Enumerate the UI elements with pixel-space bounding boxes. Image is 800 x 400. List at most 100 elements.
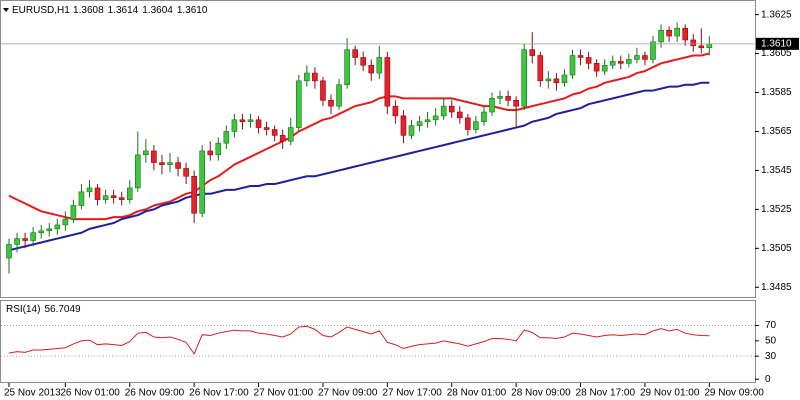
last-price-label: 1.3610: [761, 38, 792, 49]
candle-body: [207, 150, 214, 156]
candle-body: [642, 55, 648, 60]
x-tick-label: 27 Nov 09:00: [318, 388, 378, 399]
candle-body: [465, 117, 471, 130]
y-tick-label: 1.3565: [761, 126, 792, 137]
candle-body: [239, 119, 246, 123]
x-tick-label: 25 Nov 2013: [4, 388, 61, 399]
moving-average: [8, 52, 710, 221]
candle-body: [110, 195, 117, 198]
candle-body: [666, 29, 672, 37]
candle-body: [553, 78, 560, 84]
candle-body: [46, 228, 53, 232]
x-tick-label: 28 Nov 17:00: [576, 388, 636, 399]
candle-body: [521, 49, 528, 107]
candle-body: [384, 57, 391, 107]
moving-average: [8, 81, 710, 252]
y-tick-label: 1.3605: [761, 48, 792, 59]
header-close: 1.3610: [177, 5, 208, 16]
header-open: 1.3608: [73, 5, 104, 16]
header-low: 1.3604: [142, 5, 173, 16]
rsi-header: RSI(14) 56.7049: [6, 304, 81, 315]
candle-body: [360, 57, 367, 66]
y-tick-label: 1.3625: [761, 9, 792, 20]
candle-body: [617, 61, 624, 64]
x-tick-label: 27 Nov 17:00: [382, 388, 442, 399]
rsi-line: [8, 325, 710, 355]
price-panel: [0, 0, 756, 298]
candle-body: [70, 205, 77, 220]
candle-body: [199, 150, 205, 214]
candle-body: [14, 238, 20, 245]
y-tick-label: 1.3525: [761, 204, 792, 215]
y-tick-label: 30: [765, 351, 777, 362]
candle-body: [658, 29, 664, 43]
candle-body: [416, 121, 423, 126]
candle-body: [505, 96, 511, 101]
candle-body: [585, 57, 592, 64]
y-tick-label: 1.3585: [761, 87, 792, 98]
candle-body: [626, 59, 632, 64]
candle-body: [682, 27, 689, 41]
candle-body: [336, 84, 342, 107]
candle-body: [473, 121, 479, 130]
last-price-box: [756, 37, 799, 50]
candle-body: [392, 105, 399, 117]
candle-body: [86, 187, 93, 193]
x-tick-label: 26 Nov 01:00: [60, 388, 120, 399]
candle-body: [545, 78, 552, 82]
y-tick-label: 50: [765, 335, 777, 346]
candle-body: [481, 111, 487, 123]
candle-body: [126, 187, 133, 200]
y-tick-label: 1.3545: [761, 165, 792, 176]
candle-body: [183, 168, 189, 177]
candle-body: [159, 162, 165, 165]
candle-body: [231, 119, 238, 132]
candle-body: [561, 74, 568, 84]
candle-body: [706, 43, 713, 49]
x-tick-label: 29 Nov 09:00: [704, 388, 764, 399]
candle-body: [698, 45, 705, 49]
candle-body: [497, 96, 503, 99]
candle-body: [634, 55, 640, 60]
candle-body: [440, 105, 447, 117]
x-tick-label: 26 Nov 17:00: [189, 388, 249, 399]
chart-header: EURUSD,H1 1.3608 1.3614 1.3604 1.3610: [12, 5, 208, 16]
candle-body: [569, 55, 576, 76]
candle-body: [62, 218, 69, 226]
candle-body: [344, 49, 350, 86]
candle-body: [167, 162, 173, 165]
candle-body: [593, 63, 600, 72]
candle-body: [601, 64, 608, 72]
x-tick-label: 26 Nov 09:00: [125, 388, 185, 399]
candle-body: [215, 142, 222, 156]
candle-body: [295, 80, 302, 128]
menu-triangle: [3, 8, 9, 12]
candle-body: [400, 115, 407, 136]
candle-body: [352, 49, 358, 58]
y-tick-label: 0: [765, 374, 771, 385]
header-high: 1.3614: [108, 5, 139, 16]
candle-body: [537, 55, 544, 82]
candle-body: [102, 195, 109, 200]
candle-body: [674, 27, 680, 37]
x-tick-label: 27 Nov 01:00: [254, 388, 314, 399]
candle-body: [223, 131, 230, 144]
rsi-panel: [0, 300, 756, 383]
candle-body: [320, 80, 326, 101]
x-tick-label: 29 Nov 01:00: [640, 388, 700, 399]
candle-body: [448, 105, 455, 113]
candle-body: [408, 125, 415, 136]
candle-body: [279, 135, 286, 142]
candle-body: [328, 100, 334, 107]
candle-body: [247, 119, 254, 123]
candle-body: [38, 230, 45, 234]
y-tick-label: 1.3485: [761, 282, 792, 293]
candle-body: [30, 232, 36, 241]
candle-body: [271, 129, 278, 136]
candle-body: [376, 57, 383, 74]
rsi-title: RSI(14): [6, 304, 40, 315]
candle-body: [368, 64, 375, 74]
candle-body: [22, 238, 28, 241]
